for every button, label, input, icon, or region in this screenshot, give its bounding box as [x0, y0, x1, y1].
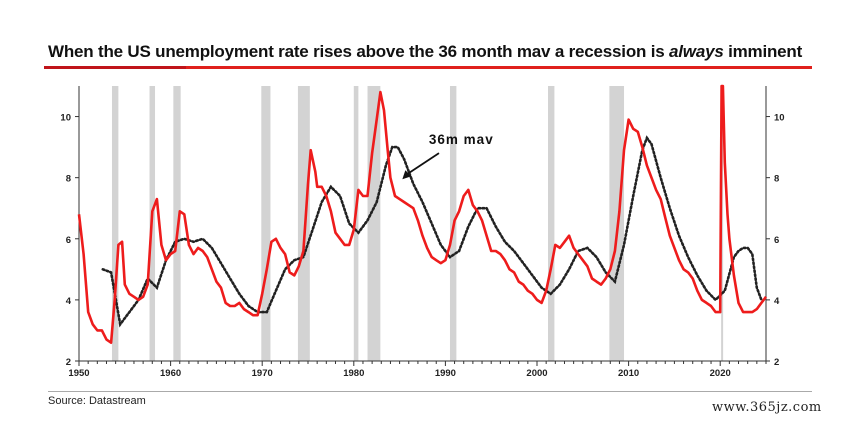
recession-band-8	[547, 86, 555, 361]
mav-line	[101, 135, 763, 328]
recession-band-2	[173, 86, 181, 361]
title-text-end: imminent	[723, 42, 803, 61]
x-tick-label-2010: 2010	[618, 368, 639, 379]
annotation-arrow-line	[403, 152, 440, 177]
recession-band-5	[353, 86, 359, 361]
x-tick-label-1990: 1990	[435, 368, 456, 379]
x-tick-label-2000: 2000	[526, 368, 547, 379]
y-tick-label-left-2: 2	[66, 357, 71, 368]
recession-band-3	[261, 86, 271, 361]
title-underline-accent	[44, 66, 186, 69]
watermark: www.365jz.com	[712, 400, 822, 415]
y-tick-label-right-10: 10	[774, 113, 785, 124]
x-tick-label-1950: 1950	[68, 368, 89, 379]
title-text: When the US unemployment rate rises abov…	[48, 42, 670, 61]
annotation-arrow-head	[402, 170, 412, 180]
y-tick-label-left-10: 10	[60, 113, 71, 124]
footer-divider	[48, 391, 812, 392]
chart-title: When the US unemployment rate rises abov…	[48, 42, 802, 62]
recession-band-10	[721, 86, 724, 361]
y-tick-label-right-2: 2	[774, 357, 779, 368]
y-tick-label-right-6: 6	[774, 235, 779, 246]
source-note: Source: Datastream	[48, 395, 146, 407]
x-tick-label-1970: 1970	[252, 368, 273, 379]
recession-band-9	[609, 86, 625, 361]
series	[77, 84, 768, 345]
labels: 1950 1960 1970 1980 1990 2000 2010 2020 2 2 4 4 6 6 8 8…	[60, 113, 784, 379]
y-tick-label-left-4: 4	[66, 296, 72, 307]
recession-band-0	[111, 86, 119, 361]
recession-band-6	[367, 86, 381, 361]
unemployment-rate-line	[77, 84, 768, 345]
y-tick-label-right-8: 8	[774, 174, 779, 185]
y-tick-label-left-8: 8	[66, 174, 71, 185]
title-underline	[44, 66, 812, 69]
y-tick-label-right-4: 4	[774, 296, 780, 307]
x-tick-label-1980: 1980	[343, 368, 364, 379]
title-emphasis: always	[669, 42, 724, 61]
mav-annotation: 36m mav	[429, 132, 494, 147]
recession-band-4	[297, 86, 310, 361]
x-tick-label-1960: 1960	[160, 368, 181, 379]
x-tick-label-2020: 2020	[710, 368, 731, 379]
y-tick-label-left-6: 6	[66, 235, 71, 246]
